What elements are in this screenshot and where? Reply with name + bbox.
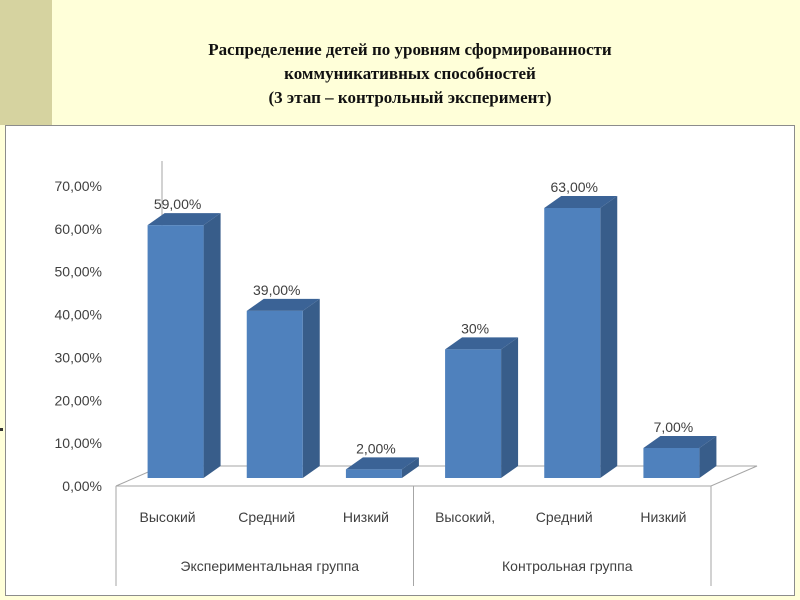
data-label: 59,00% xyxy=(154,196,201,212)
y-tick-label: 50,00% xyxy=(55,264,102,280)
category-label: Средний xyxy=(238,509,295,525)
data-label: 30% xyxy=(461,320,489,336)
bar xyxy=(147,225,204,478)
y-tick-label: 70,00% xyxy=(55,178,102,194)
bar xyxy=(445,349,502,478)
data-label: 2,00% xyxy=(356,440,396,456)
category-label: Высокий, xyxy=(435,509,495,525)
y-tick-label: 10,00% xyxy=(55,435,102,451)
bar xyxy=(345,469,402,478)
chart-frame: 0,00% 10,00% 20,00% 30,00% 40,00% 50,00% 60,00… xyxy=(5,125,795,596)
bar-side xyxy=(302,298,320,478)
chart-floor xyxy=(115,465,758,487)
bar-top xyxy=(445,337,519,350)
category-label: Высокий xyxy=(140,509,196,525)
slide-title-line-1: Распределение детей по уровням сформиров… xyxy=(208,40,612,59)
category-label: Средний xyxy=(536,509,593,525)
bar xyxy=(246,310,303,478)
bar-top xyxy=(345,457,419,470)
decorative-band xyxy=(0,0,52,125)
y-tick-label: 60,00% xyxy=(55,221,102,237)
group-label: Экспериментальная группа xyxy=(180,558,359,574)
bar xyxy=(643,448,700,478)
y-tick-label: 40,00% xyxy=(55,307,102,323)
category-label: Низкий xyxy=(343,509,389,525)
bar-side xyxy=(203,213,221,478)
slide-mark xyxy=(0,428,3,431)
bar-top xyxy=(544,196,618,208)
bar-top xyxy=(643,436,717,448)
y-tick-label: 20,00% xyxy=(55,392,102,408)
y-tick-label: 30,00% xyxy=(55,349,102,365)
slide-title-line-3: (3 этап – контрольный эксперимент) xyxy=(268,88,552,107)
bar-side xyxy=(501,337,519,478)
data-label: 7,00% xyxy=(654,419,694,435)
bar-side xyxy=(401,457,419,478)
group-label: Контрольная группа xyxy=(502,558,633,574)
data-label: 39,00% xyxy=(253,282,300,298)
bar-side xyxy=(699,436,717,478)
category-label: Низкий xyxy=(640,509,686,525)
bar-chart: 0,00% 10,00% 20,00% 30,00% 40,00% 50,00% 60,00… xyxy=(55,161,758,586)
data-label: 63,00% xyxy=(551,179,598,195)
bar xyxy=(544,208,601,478)
bar-top xyxy=(246,298,320,311)
y-tick-label: 0,00% xyxy=(62,478,102,494)
slide-title-line-2: коммуникативных способностей xyxy=(284,64,536,83)
slide-title: Распределение детей по уровням сформиров… xyxy=(80,38,740,110)
bar-side xyxy=(600,196,618,478)
bar-top xyxy=(147,213,221,226)
